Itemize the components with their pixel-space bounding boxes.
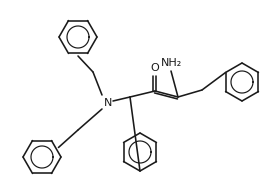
- Text: O: O: [151, 63, 159, 73]
- Text: NH₂: NH₂: [160, 58, 182, 68]
- Text: N: N: [104, 98, 112, 108]
